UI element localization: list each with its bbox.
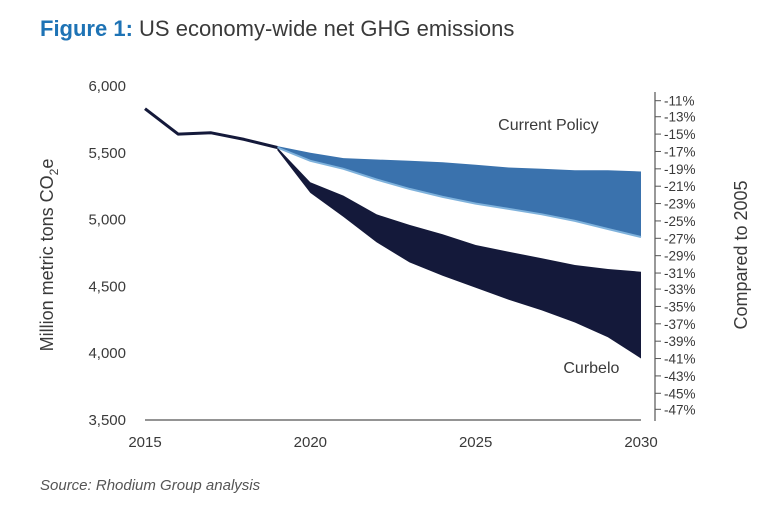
y-axis-label: Million metric tons CO2e [37, 159, 61, 352]
figure-title: Figure 1: US economy-wide net GHG emissi… [40, 16, 514, 42]
y2-tick-label: -19% [664, 162, 696, 177]
band-current-policy [277, 146, 641, 237]
historical-line [144, 107, 278, 149]
y2-tick-label: -13% [664, 110, 696, 125]
x-tick-label: 2020 [294, 434, 327, 451]
figure-prefix: Figure 1: [40, 16, 133, 41]
y-tick-label: 5,500 [88, 145, 126, 162]
y2-tick-label: -31% [664, 266, 696, 281]
source-note: Source: Rhodium Group analysis [40, 477, 261, 494]
annotation-label: Current Policy [498, 117, 598, 134]
y2-tick-label: -23% [664, 197, 696, 212]
y2-axis-label: Compared to 2005 [731, 180, 751, 329]
ticks-layer: 3,500 4,000 4,500 5,000 5,500 6,000 2015 2020 20… [88, 78, 695, 451]
y-tick-label: 4,000 [88, 345, 126, 362]
y2-tick-label: -35% [664, 299, 696, 314]
lines-layer [144, 107, 278, 149]
y2-tick-label: -29% [664, 249, 696, 264]
y-tick-label: 6,000 [88, 78, 126, 95]
y2-tick-label: -43% [664, 369, 696, 384]
areas-layer [276, 146, 642, 359]
band-current-policy-lower-edge [276, 146, 642, 238]
figure-title-text: US economy-wide net GHG emissions [139, 16, 515, 41]
y2-tick-label: -45% [664, 386, 696, 401]
y2-tick-label: -39% [664, 334, 696, 349]
y2-tick-label: -37% [664, 317, 696, 332]
y-axis-label-subscript: 2 [47, 168, 61, 175]
y2-tick-label: -27% [664, 231, 696, 246]
y2-tick-label: -47% [664, 402, 696, 417]
x-tick-label: 2015 [128, 434, 161, 451]
y2-tick-label: -41% [664, 352, 696, 367]
x-tick-label: 2025 [459, 434, 492, 451]
y-tick-label: 3,500 [88, 412, 126, 429]
y2-tick-label: -25% [664, 214, 696, 229]
y-axis-label-suffix: e [37, 159, 57, 169]
y2-tick-label: -15% [664, 127, 696, 142]
y2-tick-label: -21% [664, 179, 696, 194]
axes-layer [145, 92, 656, 421]
x-tick-label: 2030 [624, 434, 657, 451]
band-curbelo [277, 147, 641, 359]
y-axis-label-main: Million metric tons CO [37, 175, 57, 351]
y-tick-label: 5,000 [88, 212, 126, 229]
y-tick-label: 4,500 [88, 278, 126, 295]
y2-tick-label: -17% [664, 144, 696, 159]
annotation-label: Curbelo [563, 360, 619, 377]
y2-tick-label: -33% [664, 282, 696, 297]
annotations-layer: Current Policy Curbelo [498, 117, 619, 377]
y2-tick-label: -11% [664, 94, 695, 109]
